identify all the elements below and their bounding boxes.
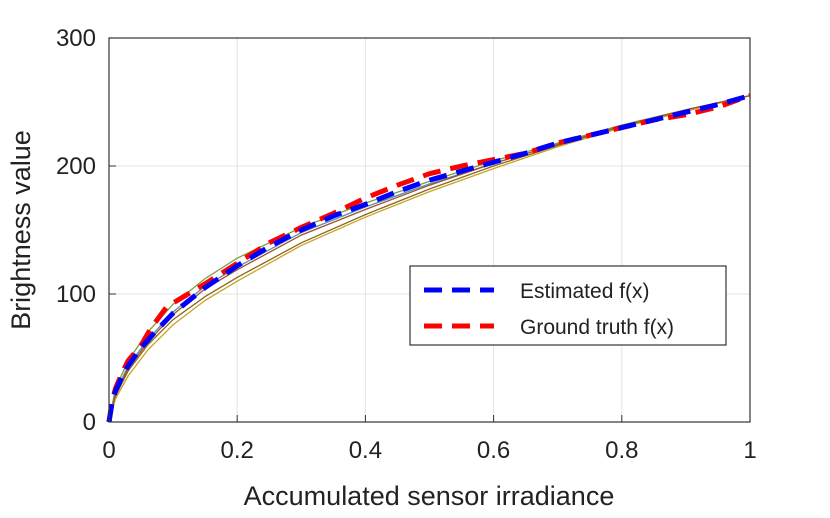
series-layer: [106, 93, 751, 423]
y-tick-label: 200: [56, 153, 96, 180]
plot-frame: [108, 37, 751, 423]
legend-label-ground-truth: Ground truth f(x): [520, 316, 674, 339]
legend-box: [409, 265, 727, 346]
y-tick-label: 300: [56, 25, 96, 52]
y-axis-title: Brightness value: [6, 130, 36, 330]
legend: Estimated f(x) Ground truth f(x): [409, 265, 727, 346]
x-tick-label: 0.6: [477, 437, 510, 464]
x-tick-label: 0.8: [605, 437, 638, 464]
plot-background: [109, 38, 750, 422]
x-tick-label: 0.4: [349, 437, 382, 464]
series-estimated-line: [106, 93, 751, 423]
ticks-layer: 0 0.2 0.4 0.6 0.8 1 0 100 200 300: [56, 25, 757, 464]
x-tick-label: 1: [743, 437, 756, 464]
x-tick-label: 0.2: [221, 437, 254, 464]
y-tick-label: 100: [56, 281, 96, 308]
x-tick-label: 0: [102, 437, 115, 464]
legend-label-estimated: Estimated f(x): [520, 280, 650, 303]
x-axis-title: Accumulated sensor irradiance: [244, 481, 615, 511]
y-tick-label: 0: [83, 409, 96, 436]
